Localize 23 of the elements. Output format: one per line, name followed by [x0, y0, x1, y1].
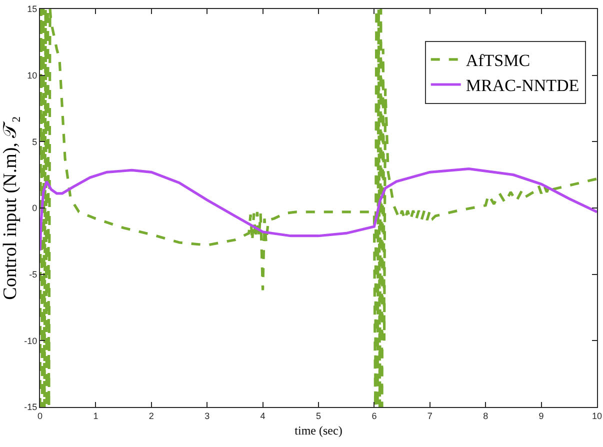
x-tick-label: 7 [427, 410, 432, 421]
line-series [40, 168, 597, 252]
x-tick-label: 8 [483, 410, 488, 421]
x-tick-label: 6 [372, 410, 377, 421]
y-tick-label: -15 [24, 402, 38, 412]
x-tick-label: 2 [148, 410, 154, 421]
x-tick-label: 9 [538, 410, 544, 421]
x-tick-label: 5 [316, 410, 322, 421]
y-tick-label: -5 [29, 269, 38, 280]
legend-label: AfTSMC [466, 51, 530, 70]
x-tick-label: 10 [592, 410, 602, 421]
y-tick-label: 15 [27, 4, 38, 14]
line-series [40, 9, 597, 407]
legend-label: MRAC-NNTDE [466, 76, 580, 96]
y-tick-label: 10 [27, 70, 38, 80]
y-axis-title: Control input (N.m), 𝒯₂ [0, 116, 21, 300]
x-tick-label: 4 [260, 410, 266, 421]
y-tick-label: -10 [24, 336, 38, 346]
x-tick-label: 1 [93, 410, 98, 421]
x-axis-title: time (sec) [294, 424, 342, 438]
x-tick-label: 3 [204, 410, 210, 421]
y-tick-label: 0 [32, 203, 38, 214]
y-tick-label: 5 [32, 136, 38, 147]
